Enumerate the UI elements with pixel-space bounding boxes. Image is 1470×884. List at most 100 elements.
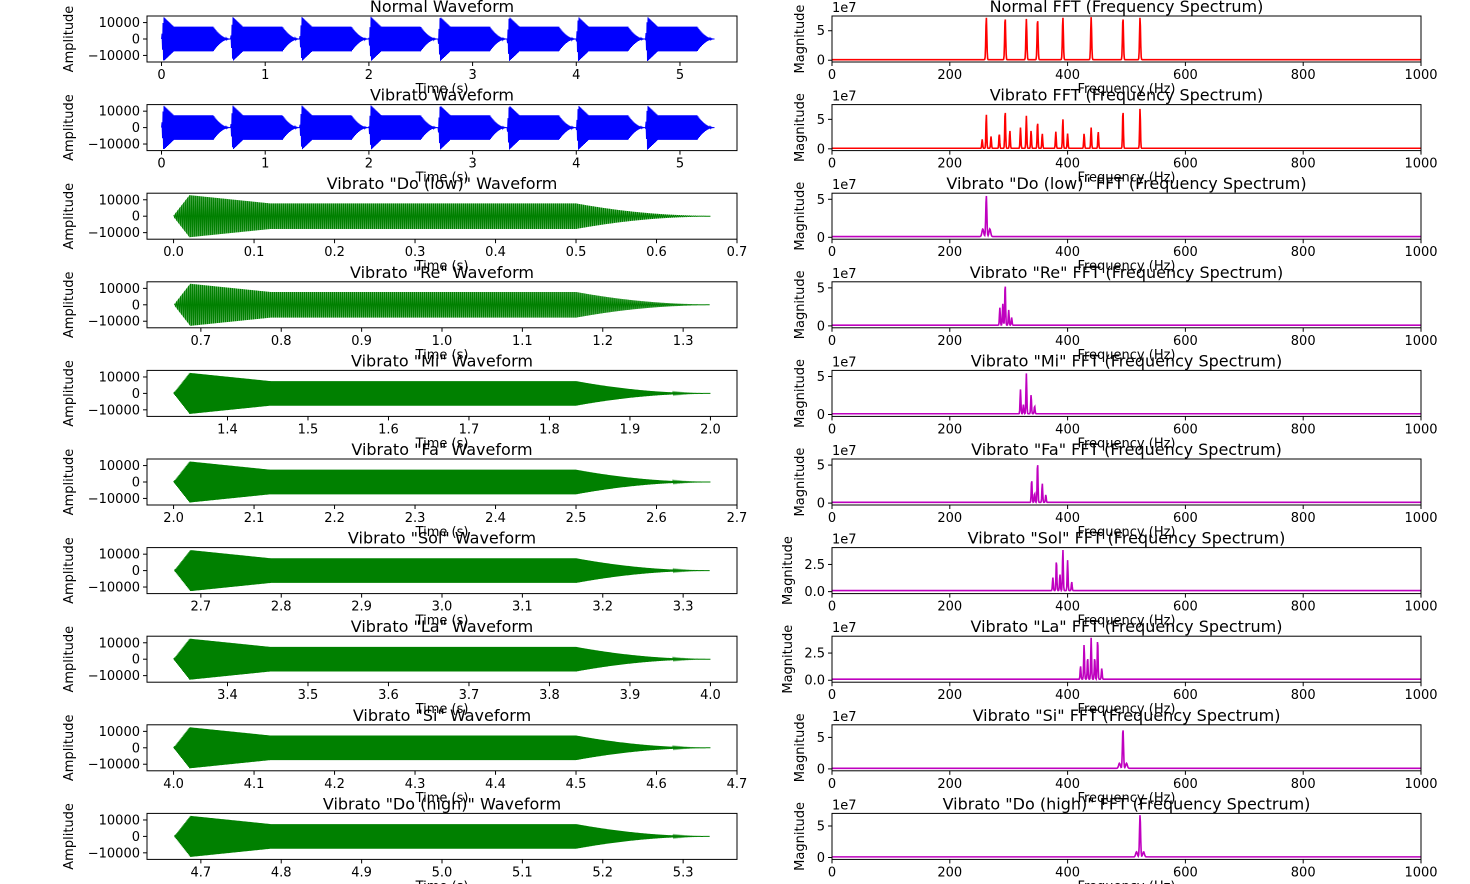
y-tick-label: 0 xyxy=(132,564,140,579)
fft-panel: 0 200 400 600 800 1000 0 5 1e7 Normal FFT (Freque… xyxy=(793,0,1438,97)
plot-frame xyxy=(831,724,1422,772)
x-tick-label: 400 xyxy=(1055,865,1080,880)
x-tick-label: 400 xyxy=(1055,157,1080,172)
x-tick-label: 2.4 xyxy=(485,511,506,526)
x-tick-label: 4 xyxy=(572,157,580,172)
x-tick-label: 3.0 xyxy=(432,600,453,615)
chart-title: Vibrato "Si" Waveform xyxy=(353,706,531,725)
x-axis-label: Frequency (Hz) xyxy=(1077,525,1175,540)
x-tick-label: 2.1 xyxy=(244,511,265,526)
x-tick-label: 2.0 xyxy=(700,422,721,437)
x-tick-label: 3.5 xyxy=(298,688,319,703)
x-tick-label: 600 xyxy=(1173,600,1198,615)
fft-panel: 0 200 400 600 800 1000 0.0 2.5 1e7 Vibrato "La" F… xyxy=(781,617,1438,717)
series-line xyxy=(832,286,1421,326)
x-tick-label: 400 xyxy=(1055,245,1080,260)
x-axis-label: Time (s) xyxy=(415,259,469,274)
x-tick-label: 0 xyxy=(828,245,836,260)
y-tick-label: 0 xyxy=(132,387,140,402)
x-axis-label: Frequency (Hz) xyxy=(1077,171,1175,186)
x-tick-label: 1.7 xyxy=(459,422,480,437)
x-tick-label: 0.2 xyxy=(324,245,345,260)
x-tick-label: 4.6 xyxy=(646,777,667,792)
series-line xyxy=(173,550,710,592)
y-axis-label: Amplitude xyxy=(62,537,77,604)
x-tick-label: 1000 xyxy=(1404,68,1437,83)
x-axis-label: Time (s) xyxy=(415,436,469,451)
x-tick-label: 800 xyxy=(1291,157,1316,172)
x-axis-label: Time (s) xyxy=(415,82,469,97)
x-tick-label: 0 xyxy=(828,865,836,880)
y-tick-label: 10000 xyxy=(99,725,140,740)
x-tick-label: 1000 xyxy=(1404,600,1437,615)
x-tick-label: 4.0 xyxy=(163,777,184,792)
x-tick-label: 5 xyxy=(676,68,684,83)
y-tick-label: 0 xyxy=(132,741,140,756)
fft-panel: 0 200 400 600 800 1000 0.0 2.5 1e7 Vibrato "Sol" … xyxy=(781,529,1438,629)
x-tick-label: 600 xyxy=(1173,688,1198,703)
chart-title: Vibrato "Sol" Waveform xyxy=(348,529,536,548)
x-tick-label: 0 xyxy=(828,422,836,437)
y-tick-label: −10000 xyxy=(88,315,140,330)
y-tick-label: −10000 xyxy=(88,403,140,418)
fft-panel: 0 200 400 600 800 1000 0 5 1e7 Vibrato "Si" FFT (… xyxy=(793,706,1438,806)
x-tick-label: 0 xyxy=(157,157,165,172)
x-tick-label: 200 xyxy=(937,511,962,526)
y-offset-label: 1e7 xyxy=(832,178,857,193)
series-line xyxy=(832,637,1421,681)
x-tick-label: 5.0 xyxy=(432,865,453,880)
y-axis-label: Magnitude xyxy=(793,182,808,251)
x-tick-label: 3.9 xyxy=(620,688,641,703)
x-tick-label: 2.2 xyxy=(324,511,345,526)
x-tick-label: 0.9 xyxy=(351,334,372,349)
x-tick-label: 5.1 xyxy=(512,865,533,880)
x-tick-label: 2.7 xyxy=(727,511,748,526)
plot-frame xyxy=(831,15,1422,63)
x-tick-label: 0 xyxy=(157,68,165,83)
x-tick-label: 600 xyxy=(1173,157,1198,172)
x-tick-label: 4.2 xyxy=(324,777,345,792)
chart-title: Vibrato "Do (high)" Waveform xyxy=(323,794,561,813)
x-tick-label: 1 xyxy=(261,68,269,83)
chart-title: Vibrato "Mi" FFT (Frequency Spectrum) xyxy=(971,351,1283,370)
series-line xyxy=(832,465,1421,504)
series-line xyxy=(173,638,711,680)
x-axis-label: Frequency (Hz) xyxy=(1077,614,1175,629)
y-axis-label: Magnitude xyxy=(793,713,808,782)
x-tick-label: 4.9 xyxy=(351,865,372,880)
series-line xyxy=(161,16,715,62)
x-tick-label: 1.3 xyxy=(673,334,694,349)
x-tick-label: 4.5 xyxy=(566,777,587,792)
x-tick-label: 1.4 xyxy=(217,422,238,437)
x-tick-label: 400 xyxy=(1055,688,1080,703)
x-tick-label: 3.2 xyxy=(592,600,613,615)
x-tick-label: 0.4 xyxy=(485,245,506,260)
y-offset-label: 1e7 xyxy=(832,621,857,636)
y-offset-label: 1e7 xyxy=(832,533,857,548)
x-tick-label: 400 xyxy=(1055,511,1080,526)
chart-title: Vibrato "Re" FFT (Frequency Spectrum) xyxy=(970,263,1284,282)
x-tick-label: 2.6 xyxy=(646,511,667,526)
y-tick-label: 5 xyxy=(817,459,825,474)
x-tick-label: 400 xyxy=(1055,777,1080,792)
x-tick-label: 0.0 xyxy=(163,245,184,260)
x-tick-label: 3.8 xyxy=(539,688,560,703)
plot-frame xyxy=(831,369,1422,417)
x-tick-label: 3.6 xyxy=(378,688,399,703)
x-tick-label: 800 xyxy=(1291,865,1316,880)
y-tick-label: 2.5 xyxy=(804,647,825,662)
y-tick-label: 0 xyxy=(817,408,825,423)
x-tick-label: 1.0 xyxy=(432,334,453,349)
x-tick-label: 200 xyxy=(937,245,962,260)
chart-title: Vibrato "La" Waveform xyxy=(351,617,533,636)
x-tick-label: 0 xyxy=(828,511,836,526)
x-axis-label: Time (s) xyxy=(415,171,469,186)
y-tick-label: 0 xyxy=(817,231,825,246)
series-line xyxy=(161,105,715,150)
x-tick-label: 1000 xyxy=(1404,511,1437,526)
